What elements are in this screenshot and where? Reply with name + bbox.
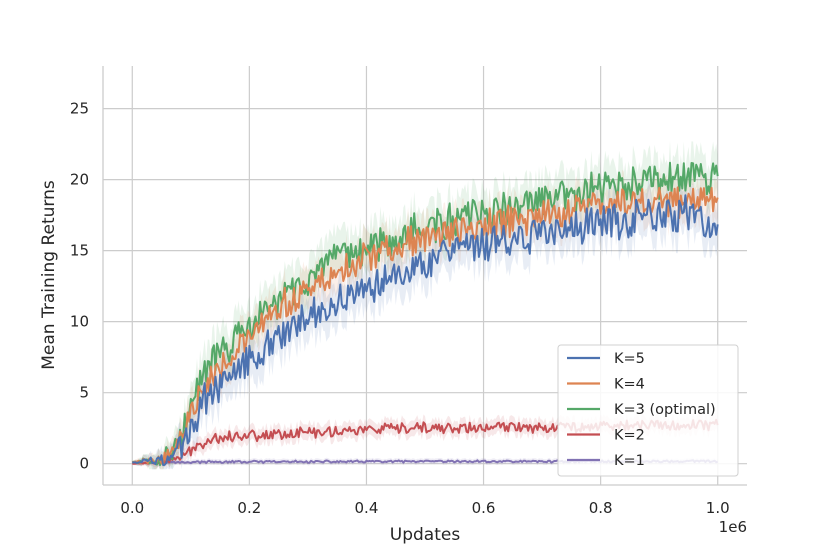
x-tick-label: 0.8: [589, 499, 613, 517]
x-tick-label: 1.0: [706, 499, 730, 517]
y-tick-label: 0: [79, 455, 89, 473]
y-tick-label: 5: [79, 384, 89, 402]
y-tick-label: 10: [70, 313, 89, 331]
axis-spines: [102, 66, 747, 486]
legend-label: K=1: [614, 453, 645, 469]
legend-label: K=3 (optimal): [614, 402, 716, 418]
x-tick-label: 0.0: [120, 499, 144, 517]
legend-label: K=2: [614, 428, 645, 444]
y-tick-label: 15: [70, 242, 89, 260]
series-line: [132, 194, 719, 466]
x-tick-label: 0.6: [472, 499, 496, 517]
y-axis-label: Mean Training Returns: [39, 180, 59, 370]
series-line: [132, 186, 719, 466]
x-tick-label: 0.4: [355, 499, 379, 517]
grid-lines: [103, 66, 747, 485]
x-axis-offset-label: 1e6: [719, 518, 747, 536]
series-band: [132, 141, 718, 470]
legend-label: K=4: [614, 377, 645, 393]
legend-label: K=5: [614, 351, 645, 367]
legend-box: [557, 344, 739, 477]
legend: K=5 K=4 K=3 (optimal) K=2 K=1: [557, 344, 739, 477]
tick-labels: 0.0 0.2 0.4 0.6 0.8 1.0 0 5 10 15 20 25: [70, 100, 730, 517]
y-tick-label: 20: [70, 171, 89, 189]
x-tick-label: 0.2: [237, 499, 261, 517]
y-tick-label: 25: [70, 100, 89, 118]
x-axis-label: Updates: [390, 525, 461, 545]
